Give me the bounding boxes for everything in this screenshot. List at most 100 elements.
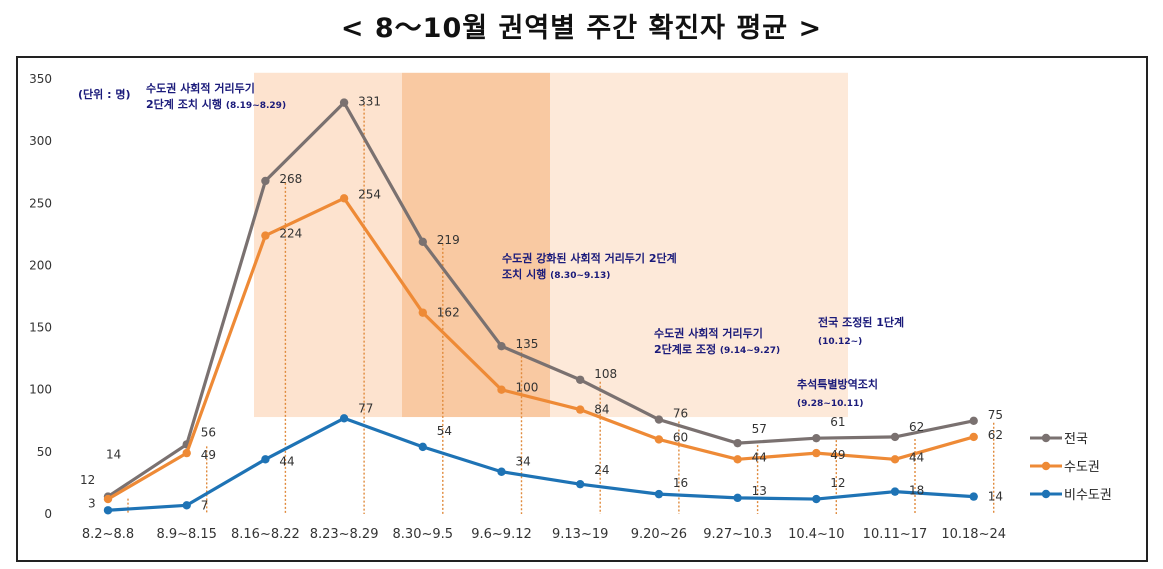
annotation-line1: 수도권 사회적 거리두기 <box>654 326 763 340</box>
y-tick-label: 350 <box>29 72 52 86</box>
chart-title: < 8～10월 권역별 주간 확진자 평균 > <box>340 13 823 44</box>
annotation-period: (8.19~8.29) <box>226 101 286 111</box>
annotation-line2: 2단계 조치 시행 (8.19~8.29) <box>146 97 286 111</box>
series-line <box>107 196 975 501</box>
y-tick-label: 200 <box>29 258 52 272</box>
data-label: 62 <box>988 428 1003 442</box>
data-label: 44 <box>909 450 924 464</box>
data-label: 49 <box>830 448 845 462</box>
data-point <box>654 415 664 424</box>
data-label: 268 <box>279 172 302 186</box>
annotation-line2: 조치 시행 (8.30~9.13) <box>502 267 610 281</box>
x-tick-label: 8.30~9.5 <box>393 527 454 542</box>
data-point <box>969 492 978 501</box>
dotted-guide-lines <box>127 104 995 514</box>
legend-marker <box>1041 489 1051 499</box>
data-point <box>654 435 664 444</box>
data-label: 61 <box>830 415 845 429</box>
data-point <box>969 416 978 425</box>
x-tick-label: 9.13~19 <box>552 527 608 542</box>
x-tick-label: 9.20~26 <box>631 527 687 542</box>
annotation-line2: 2단계로 조정 (9.14~9.27) <box>654 342 780 356</box>
data-label: 224 <box>279 227 302 241</box>
data-point <box>261 176 270 186</box>
x-axis: 8.2~8.8 8.9~8.15 8.16~8.22 8.23~8.29 8.30~9.… <box>82 527 1006 542</box>
legend-marker <box>1041 461 1051 471</box>
x-tick-label: 8.2~8.8 <box>82 527 134 542</box>
annotation-period: (8.30~9.13) <box>550 271 610 281</box>
data-label: 84 <box>594 403 609 417</box>
annotation-line1: 수도권 사회적 거리두기 <box>146 81 255 95</box>
x-tick-label: 10.11~17 <box>863 527 928 542</box>
data-label: 60 <box>673 430 688 444</box>
y-tick-label: 150 <box>29 321 52 335</box>
unit-label: (단위 : 명) <box>78 87 130 101</box>
data-point <box>576 405 585 414</box>
data-label: 219 <box>437 233 460 247</box>
shaded-period <box>254 72 402 418</box>
data-point <box>182 448 191 458</box>
annotations: 수도권 사회적 거리두기 2단계 조치 시행 (8.19~8.29) 수도권 강화된… <box>146 81 904 409</box>
data-label: 24 <box>594 463 609 477</box>
data-point <box>103 506 113 515</box>
data-label: 18 <box>909 484 924 498</box>
legend-label: 수도권 <box>1064 460 1100 475</box>
x-tick-label: 8.23~8.29 <box>310 527 379 542</box>
data-point <box>733 455 742 464</box>
data-label: 3 <box>88 496 96 510</box>
legend-label: 비수도권 <box>1064 488 1112 503</box>
data-point <box>812 494 821 504</box>
chart-frame <box>16 56 1148 562</box>
legend-marker <box>1041 433 1051 443</box>
legend-label: 전국 <box>1064 432 1088 447</box>
data-point <box>733 438 742 448</box>
data-label: 13 <box>752 484 767 498</box>
data-label: 56 <box>201 425 216 439</box>
data-label: 108 <box>594 367 617 381</box>
data-label: 16 <box>673 476 688 490</box>
shaded-period <box>550 72 848 418</box>
y-axis: 0 50 100 150 200 250 300 350 (단위 : 명) <box>29 72 130 521</box>
data-point <box>418 308 427 317</box>
data-label: 7 <box>201 498 209 512</box>
data-point <box>654 489 664 499</box>
data-label: 12 <box>80 473 95 487</box>
data-point <box>261 231 270 240</box>
data-point <box>418 442 427 452</box>
data-point <box>497 467 506 476</box>
data-label: 44 <box>279 454 294 468</box>
data-point <box>497 342 506 351</box>
data-label: 49 <box>201 448 216 462</box>
data-point <box>418 237 427 247</box>
data-label: 135 <box>516 337 539 351</box>
data-labels: 14 56 268 331 219 135 108 76 57 61 62 75 12 49 224 254 1… <box>80 95 1003 513</box>
annotation-line1: 추석특별방역조치 <box>797 377 878 391</box>
data-label: 34 <box>516 455 531 469</box>
annotation-period: (10.12~) <box>818 337 862 347</box>
data-point <box>576 479 585 489</box>
data-point <box>733 493 742 503</box>
data-label: 254 <box>358 187 381 201</box>
annotation-line1: 전국 조정된 1단계 <box>818 315 904 329</box>
series-lines <box>103 98 978 515</box>
x-tick-label: 10.18~24 <box>941 527 1006 542</box>
data-point <box>890 432 900 442</box>
series-line <box>107 416 974 512</box>
data-label: 57 <box>752 422 767 436</box>
data-label: 331 <box>358 95 381 109</box>
series-line <box>107 101 975 498</box>
data-label: 77 <box>358 401 373 415</box>
data-label: 54 <box>437 424 452 438</box>
data-point <box>103 494 113 504</box>
data-point <box>969 432 978 442</box>
data-point <box>890 455 900 464</box>
data-label: 14 <box>106 448 121 462</box>
annotation-period: (9.28~10.11) <box>797 399 863 409</box>
x-tick-label: 9.27~10.3 <box>703 527 772 542</box>
data-point <box>576 375 585 384</box>
y-tick-label: 50 <box>37 445 52 459</box>
x-tick-label: 9.6~9.12 <box>471 527 532 542</box>
data-point <box>339 194 349 203</box>
